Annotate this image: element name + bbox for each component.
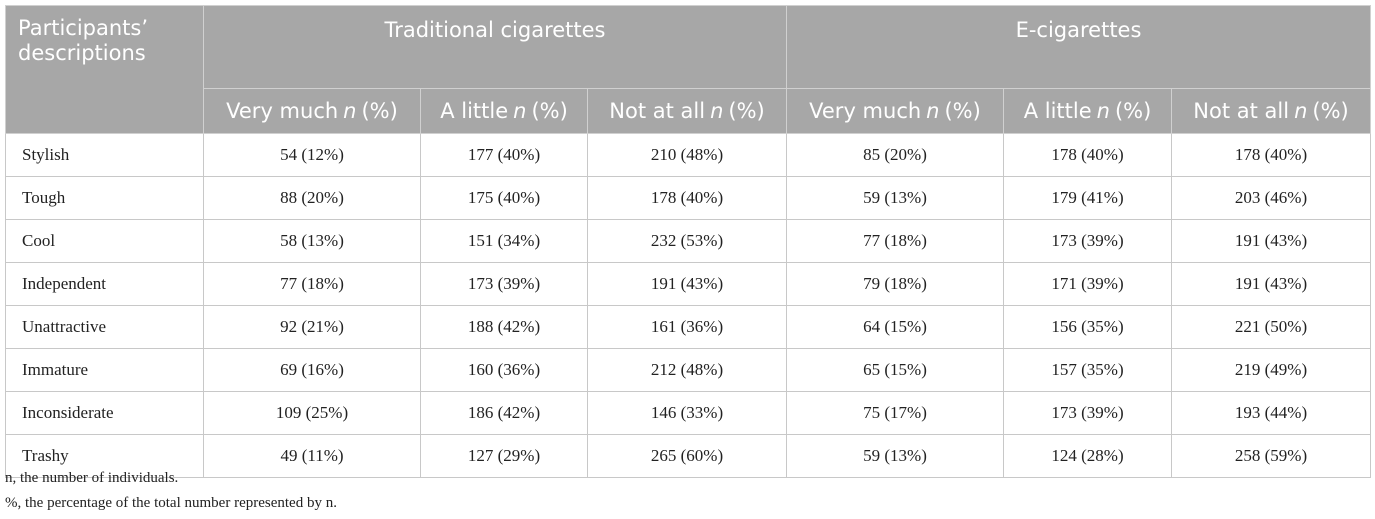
row-label: Tough [5, 176, 204, 220]
sub-header-var: n [513, 99, 527, 123]
sub-header-text: A little [440, 99, 509, 123]
sub-header-var: n [926, 99, 940, 123]
cell: 219 (49%) [1171, 348, 1371, 392]
sub-header-unit: (%) [728, 99, 765, 123]
row-label: Stylish [5, 133, 204, 177]
cell: 75 (17%) [786, 391, 1004, 435]
cell: 186 (42%) [420, 391, 588, 435]
cell: 127 (29%) [420, 434, 588, 478]
row-label: Unattractive [5, 305, 204, 349]
cell: 59 (13%) [786, 176, 1004, 220]
table-row: Tough 88 (20%) 175 (40%) 178 (40%) 59 (13%) 1… [5, 176, 1371, 220]
cell: 59 (13%) [786, 434, 1004, 478]
sub-header-text: Not at all [609, 99, 706, 123]
cell: 77 (18%) [203, 262, 421, 306]
cell: 173 (39%) [1003, 391, 1172, 435]
cell: 221 (50%) [1171, 305, 1371, 349]
cell: 265 (60%) [587, 434, 787, 478]
table-row: Inconsiderate 109 (25%) 186 (42%) 146 (33%)… [5, 391, 1371, 435]
data-table: Participants’ descriptions Traditional c… [5, 5, 1371, 478]
cell: 77 (18%) [786, 219, 1004, 263]
group-header: Traditional cigarettes [203, 5, 787, 89]
cell: 210 (48%) [587, 133, 787, 177]
cell: 179 (41%) [1003, 176, 1172, 220]
cell: 79 (18%) [786, 262, 1004, 306]
sub-header-text: Very much [226, 99, 339, 123]
cell: 64 (15%) [786, 305, 1004, 349]
sub-header-unit: (%) [1114, 99, 1152, 123]
sub-header: Not at all n (%) [1171, 88, 1371, 134]
cell: 193 (44%) [1171, 391, 1371, 435]
sub-header-var: n [1096, 99, 1110, 123]
sub-header: A little n (%) [1003, 88, 1172, 134]
cell: 177 (40%) [420, 133, 588, 177]
cell: 175 (40%) [420, 176, 588, 220]
row-label: Trashy [5, 434, 204, 478]
cell: 212 (48%) [587, 348, 787, 392]
cell: 151 (34%) [420, 219, 588, 263]
row-label: Cool [5, 219, 204, 263]
sub-header: Very much n (%) [786, 88, 1004, 134]
sub-header-unit: (%) [361, 99, 398, 123]
table-row: Unattractive 92 (21%) 188 (42%) 161 (36%) 64… [5, 305, 1371, 349]
footnote: n, the number of individuals. [5, 470, 179, 486]
cell: 191 (43%) [587, 262, 787, 306]
sub-header-unit: (%) [1312, 99, 1349, 123]
cell: 85 (20%) [786, 133, 1004, 177]
cell: 171 (39%) [1003, 262, 1172, 306]
row-label-header: Participants’ descriptions [5, 5, 204, 134]
cell: 191 (43%) [1171, 262, 1371, 306]
cell: 178 (40%) [1171, 133, 1371, 177]
cell: 146 (33%) [587, 391, 787, 435]
sub-header-text: A little [1023, 99, 1092, 123]
table-row: Trashy 49 (11%) 127 (29%) 265 (60%) 59 (13%)… [5, 434, 1371, 478]
cell: 157 (35%) [1003, 348, 1172, 392]
row-label: Immature [5, 348, 204, 392]
sub-header-var: n [1294, 99, 1308, 123]
row-label: Inconsiderate [5, 391, 204, 435]
cell: 203 (46%) [1171, 176, 1371, 220]
sub-header: Not at all n (%) [587, 88, 787, 134]
cell: 65 (15%) [786, 348, 1004, 392]
sub-header-unit: (%) [944, 99, 981, 123]
table-row: Independent 77 (18%) 173 (39%) 191 (43%) 79 … [5, 262, 1371, 306]
cell: 178 (40%) [587, 176, 787, 220]
sub-header: Very much n (%) [203, 88, 421, 134]
cell: 156 (35%) [1003, 305, 1172, 349]
cell: 161 (36%) [587, 305, 787, 349]
sub-header-text: Very much [809, 99, 922, 123]
table-row: Cool 58 (13%) 151 (34%) 232 (53%) 77 (18%) 17… [5, 219, 1371, 263]
sub-header-var: n [343, 99, 357, 123]
sub-header-unit: (%) [531, 99, 568, 123]
table-row: Immature 69 (16%) 160 (36%) 212 (48%) 65 (15… [5, 348, 1371, 392]
cell: 124 (28%) [1003, 434, 1172, 478]
footnote: %, the percentage of the total number re… [5, 495, 337, 511]
cell: 173 (39%) [420, 262, 588, 306]
cell: 258 (59%) [1171, 434, 1371, 478]
cell: 160 (36%) [420, 348, 588, 392]
cell: 232 (53%) [587, 219, 787, 263]
table-row: Stylish 54 (12%) 177 (40%) 210 (48%) 85 (20%… [5, 133, 1371, 177]
cell: 109 (25%) [203, 391, 421, 435]
sub-header-var: n [710, 99, 724, 123]
cell: 173 (39%) [1003, 219, 1172, 263]
cell: 88 (20%) [203, 176, 421, 220]
cell: 49 (11%) [203, 434, 421, 478]
cell: 191 (43%) [1171, 219, 1371, 263]
sub-header-text: Not at all [1193, 99, 1290, 123]
cell: 188 (42%) [420, 305, 588, 349]
cell: 58 (13%) [203, 219, 421, 263]
row-label: Independent [5, 262, 204, 306]
cell: 69 (16%) [203, 348, 421, 392]
cell: 54 (12%) [203, 133, 421, 177]
cell: 92 (21%) [203, 305, 421, 349]
group-header: E-cigarettes [786, 5, 1371, 89]
cell: 178 (40%) [1003, 133, 1172, 177]
sub-header: A little n (%) [420, 88, 588, 134]
